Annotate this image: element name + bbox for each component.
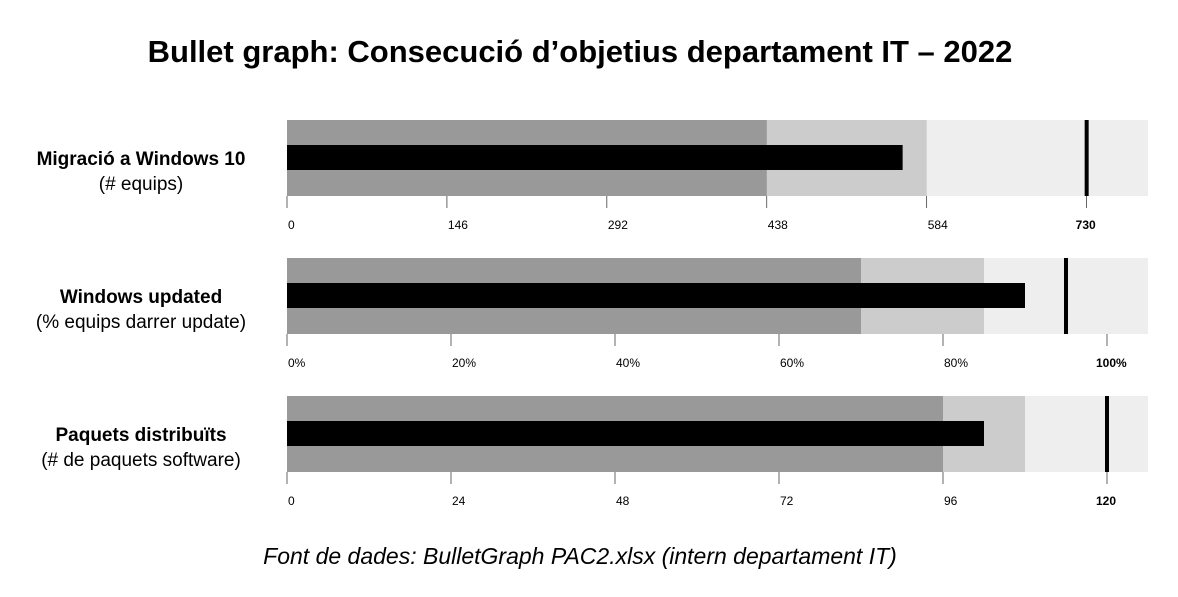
tick-label: 0 — [288, 218, 295, 232]
tick-label: 48 — [616, 494, 630, 508]
chart-title: Bullet graph: Consecució d’objetius depa… — [148, 34, 1013, 69]
bullet-label: Paquets distribuïts — [55, 425, 226, 446]
tick-label: 24 — [452, 494, 466, 508]
bullet-row: 0% 20% 40% 60% 80% 100% Windows updated (% equi… — [36, 258, 1148, 370]
tick-label: 730 — [1076, 218, 1096, 232]
bullet-sublabel: (# equips) — [99, 174, 184, 195]
tick-label: 20% — [452, 356, 476, 370]
tick-label: 292 — [608, 218, 628, 232]
bullet-label: Migració a Windows 10 — [37, 149, 246, 170]
bullet-row: 0 146 292 438 584 730 Migració a Windows 10 (# … — [37, 120, 1148, 232]
target-marker — [1064, 258, 1068, 334]
tick-label: 96 — [944, 494, 958, 508]
target-marker — [1105, 396, 1109, 472]
bullet-rows: 0 146 292 438 584 730 Migració a Windows 10 (# … — [36, 120, 1148, 508]
tick-label: 60% — [780, 356, 804, 370]
bullet-label: Windows updated — [60, 287, 222, 308]
bullet-row: 0 24 48 72 96 120 Paquets distribuïts (# de paq… — [41, 396, 1148, 508]
tick-label: 438 — [768, 218, 788, 232]
measure-bar — [287, 145, 903, 170]
tick-label: 0 — [288, 494, 295, 508]
target-marker — [1084, 120, 1089, 196]
tick-label: 584 — [928, 218, 948, 232]
tick-label: 40% — [616, 356, 640, 370]
tick-label: 0% — [288, 356, 306, 370]
bullet-sublabel: (% equips darrer update) — [36, 312, 246, 333]
tick-label: 120 — [1096, 494, 1116, 508]
measure-bar — [287, 283, 1025, 308]
bullet-sublabel: (# de paquets software) — [41, 450, 241, 471]
measure-bar — [287, 421, 984, 446]
data-source-note: Font de dades: BulletGraph PAC2.xlsx (in… — [263, 543, 897, 569]
tick-label: 72 — [780, 494, 794, 508]
tick-label: 100% — [1096, 356, 1127, 370]
tick-label: 80% — [944, 356, 968, 370]
tick-label: 146 — [448, 218, 468, 232]
